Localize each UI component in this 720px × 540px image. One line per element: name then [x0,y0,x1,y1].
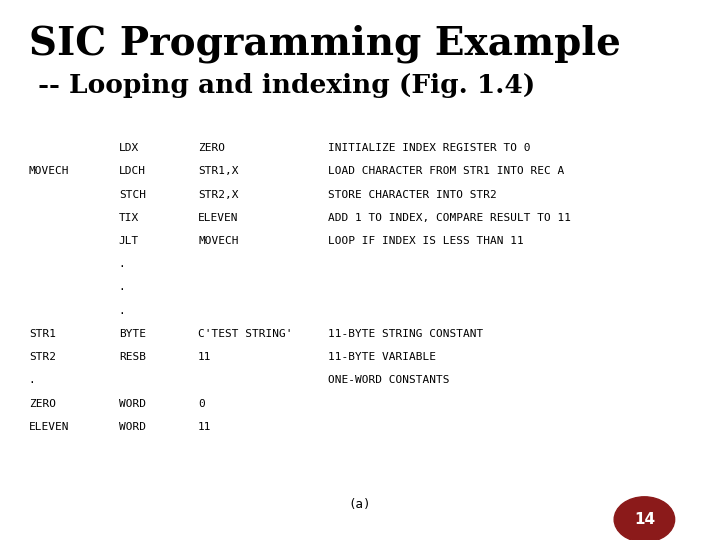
Text: STORE CHARACTER INTO STR2: STORE CHARACTER INTO STR2 [328,190,496,200]
Text: 0: 0 [198,399,204,409]
Text: .: . [119,259,125,269]
Text: SIC Programming Example: SIC Programming Example [29,24,621,63]
Text: TIX: TIX [119,213,139,223]
Text: 14: 14 [634,512,655,527]
Text: LOAD CHARACTER FROM STR1 INTO REC A: LOAD CHARACTER FROM STR1 INTO REC A [328,166,564,177]
Text: LDCH: LDCH [119,166,145,177]
Text: STR1,X: STR1,X [198,166,238,177]
Text: (a): (a) [348,498,372,511]
Text: .: . [119,282,125,293]
Text: ADD 1 TO INDEX, COMPARE RESULT TO 11: ADD 1 TO INDEX, COMPARE RESULT TO 11 [328,213,571,223]
Text: ELEVEN: ELEVEN [29,422,69,432]
Text: STCH: STCH [119,190,145,200]
Text: BYTE: BYTE [119,329,145,339]
Text: STR1: STR1 [29,329,56,339]
Text: ZERO: ZERO [29,399,56,409]
Text: RESB: RESB [119,352,145,362]
Text: ZERO: ZERO [198,143,225,153]
Text: JLT: JLT [119,236,139,246]
Circle shape [614,497,675,540]
Text: WORD: WORD [119,422,145,432]
Text: LOOP IF INDEX IS LESS THAN 11: LOOP IF INDEX IS LESS THAN 11 [328,236,523,246]
Text: 11: 11 [198,352,212,362]
Text: -- Looping and indexing (Fig. 1.4): -- Looping and indexing (Fig. 1.4) [29,73,535,98]
Text: ONE-WORD CONSTANTS: ONE-WORD CONSTANTS [328,375,449,386]
Text: MOVECH: MOVECH [198,236,238,246]
Text: INITIALIZE INDEX REGISTER TO 0: INITIALIZE INDEX REGISTER TO 0 [328,143,530,153]
Text: .: . [29,375,35,386]
Text: STR2: STR2 [29,352,56,362]
Text: STR2,X: STR2,X [198,190,238,200]
Text: 11: 11 [198,422,212,432]
Text: .: . [119,306,125,316]
Text: WORD: WORD [119,399,145,409]
Text: C'TEST STRING': C'TEST STRING' [198,329,292,339]
Text: 11-BYTE STRING CONSTANT: 11-BYTE STRING CONSTANT [328,329,483,339]
Text: MOVECH: MOVECH [29,166,69,177]
Text: LDX: LDX [119,143,139,153]
Text: 11-BYTE VARIABLE: 11-BYTE VARIABLE [328,352,436,362]
Text: ELEVEN: ELEVEN [198,213,238,223]
